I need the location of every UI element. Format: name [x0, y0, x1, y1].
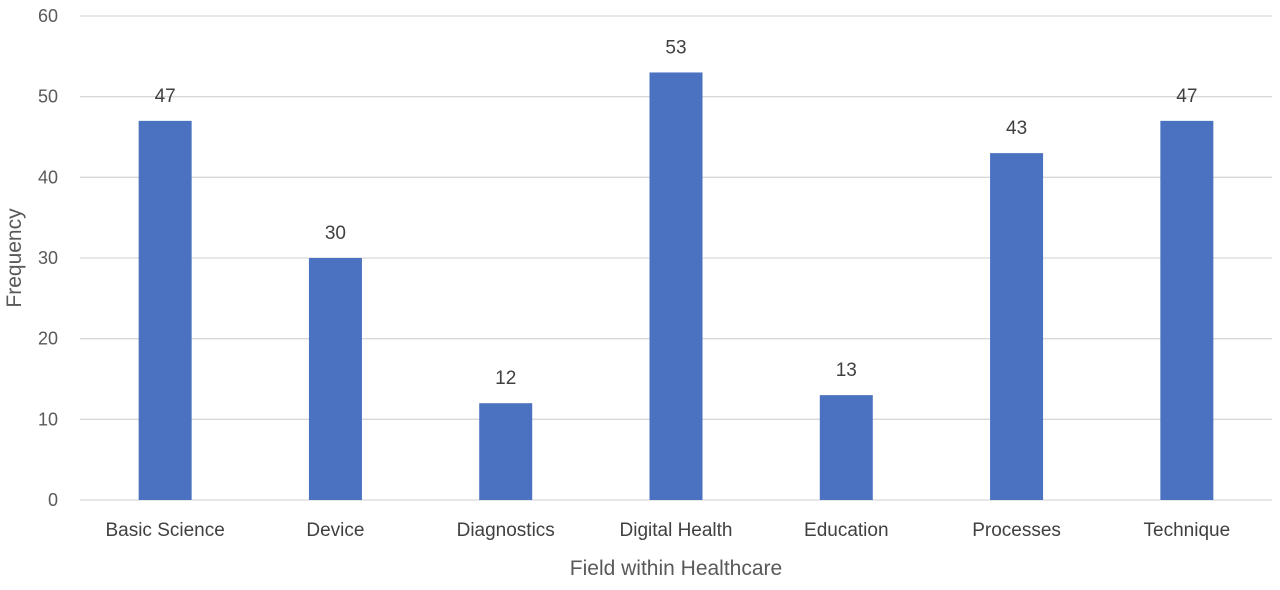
data-labels: 47 30 12 53 13 43 47 [155, 37, 1198, 389]
x-category-label: Digital Health [620, 520, 733, 541]
bar [990, 153, 1044, 500]
bar [479, 403, 533, 500]
bar [308, 258, 362, 500]
y-axis-ticks: 0 10 20 30 40 50 60 [38, 6, 58, 510]
x-axis-categories: Basic Science Device Diagnostics Digital He… [105, 520, 1230, 541]
data-label: 13 [836, 360, 857, 381]
data-label: 43 [1006, 118, 1027, 139]
bar [138, 120, 192, 500]
x-category-label: Device [306, 520, 364, 541]
x-category-label: Diagnostics [457, 520, 555, 541]
y-tick-label: 30 [38, 248, 58, 268]
y-tick-label: 0 [48, 490, 58, 510]
data-label: 12 [495, 368, 516, 389]
y-tick-label: 40 [38, 167, 58, 187]
x-category-label: Technique [1144, 520, 1231, 541]
data-label: 47 [155, 86, 176, 107]
x-category-label: Basic Science [105, 520, 224, 541]
y-axis-title: Frequency [3, 208, 26, 308]
bar [1160, 120, 1214, 500]
data-label: 47 [1176, 86, 1197, 107]
y-tick-label: 10 [38, 409, 58, 429]
x-axis-title: Field within Healthcare [570, 557, 782, 580]
y-tick-label: 50 [38, 87, 58, 107]
bar [649, 72, 703, 500]
x-category-label: Processes [972, 520, 1061, 541]
y-tick-label: 60 [38, 6, 58, 26]
y-tick-label: 20 [38, 329, 58, 349]
data-label: 30 [325, 223, 346, 244]
bars [138, 72, 1214, 500]
data-label: 53 [665, 37, 686, 58]
bar [819, 395, 873, 500]
x-category-label: Education [804, 520, 889, 541]
